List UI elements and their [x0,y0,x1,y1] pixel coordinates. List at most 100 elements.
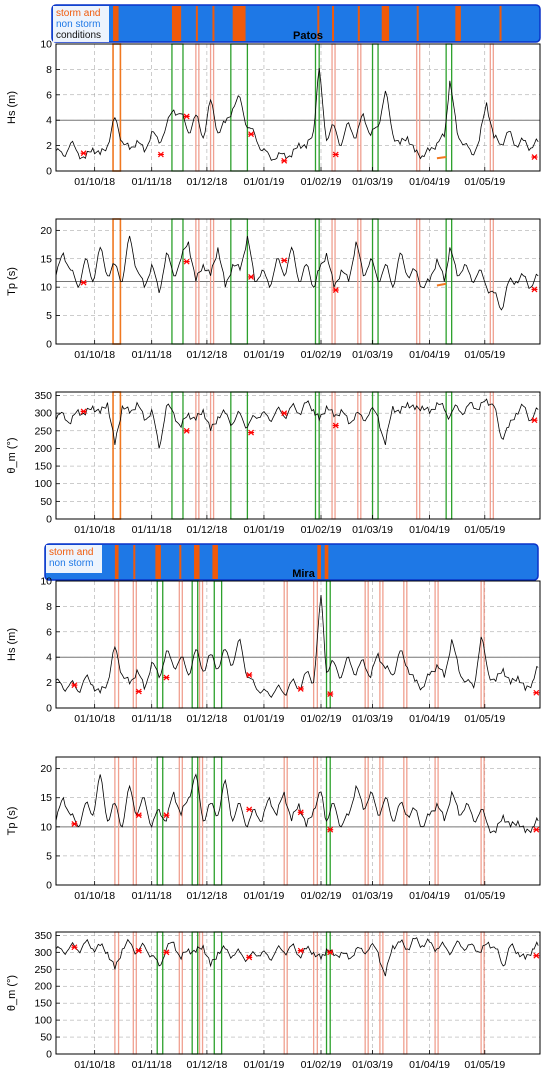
legend-entry: storm and [56,8,100,19]
red-marker [533,689,540,696]
axes-frame [55,391,541,520]
storm-period-block [114,545,119,579]
x-tick-label: 01/10/18 [74,1059,115,1071]
x-tick-label: 01/04/19 [409,890,450,902]
storm-period-block [113,6,119,41]
y-tick-label: 150 [34,461,52,473]
red-marker [80,408,87,415]
legend-entry: storm and [49,547,93,558]
x-tick-label: 01/04/19 [409,524,450,536]
y-axis-label: Tp (s) [6,807,18,836]
y-tick-label: 20 [40,225,52,237]
chart-panel: 0 5 10 15 20 01/10/18 01/11/18 01/12/18 01/01/19… [6,756,541,902]
legend-box [53,6,109,42]
y-axis-label: Hs (m) [6,91,18,124]
x-tick-label: 01/12/18 [186,1059,227,1071]
series-line [55,398,539,449]
red-marker [533,826,540,833]
y-tick-label: 8 [46,64,52,76]
x-tick-label: 01/05/19 [464,524,505,536]
x-tick-label: 01/03/19 [352,524,393,536]
y-tick-label: 4 [46,115,52,127]
red-marker [248,131,255,138]
x-tick-label: 01/11/18 [132,1059,172,1071]
red-marker [71,820,78,827]
red-marker [246,672,253,678]
y-axis-label: θ_m (°) [6,437,18,473]
x-tick-label: 01/03/19 [352,713,393,725]
y-tick-label: 10 [40,821,52,833]
legend-box [46,545,102,573]
x-tick-label: 01/01/19 [244,176,285,188]
y-tick-label: 10 [40,282,52,294]
red-marker [248,274,255,280]
storm-period-block [455,6,461,41]
y-tick-label: 50 [40,1032,52,1044]
y-tick-label: 5 [46,850,52,862]
x-tick-label: 01/02/19 [301,176,342,188]
y-tick-label: 250 [34,964,52,976]
storm-period-block [357,6,360,41]
x-tick-label: 01/02/19 [301,1059,342,1071]
site-title: Patos [293,30,323,42]
red-marker [297,686,304,692]
chart-panel: 0 5 10 15 20 01/10/18 01/11/18 01/12/18 01/01/19… [6,218,541,361]
x-tick-label: 01/02/19 [301,713,342,725]
x-tick-label: 01/01/19 [244,713,285,725]
red-marker [248,429,255,436]
x-tick-label: 01/04/19 [409,713,450,725]
y-tick-label: 15 [40,792,52,804]
x-tick-label: 01/05/19 [464,1059,505,1071]
y-tick-label: 15 [40,253,52,265]
y-tick-label: 150 [34,998,52,1010]
red-marker [71,682,78,689]
site-title: Mira [292,568,316,580]
red-marker [327,826,334,833]
x-tick-label: 01/02/19 [301,890,342,902]
storm-period-block [317,545,322,579]
x-tick-label: 01/10/18 [74,349,115,361]
red-marker [183,427,190,434]
y-tick-label: 100 [34,1015,52,1027]
storm-period-block [133,545,136,579]
chart-panel: 0 2 4 6 8 10 01/10/18 01/11/18 01/12/18 01/01/19 0… [6,39,541,188]
storm-period-block [499,6,502,41]
chart-panel: 0 2 4 6 8 10 01/10/18 01/11/18 01/12/18 01/01/19 0… [6,576,541,725]
red-marker [297,947,304,954]
y-tick-label: 250 [34,425,52,437]
storm-period-block [195,6,198,41]
x-tick-label: 01/05/19 [464,890,505,902]
x-tick-label: 01/10/18 [74,176,115,188]
x-tick-label: 01/12/18 [186,524,227,536]
x-tick-label: 01/03/19 [352,1059,393,1071]
red-marker [157,151,164,158]
storm-period-block [324,545,329,579]
y-tick-label: 5 [46,310,52,322]
red-marker [163,949,170,956]
red-marker [135,812,142,819]
axes-frame [55,218,541,345]
red-marker [80,150,87,157]
y-tick-label: 20 [40,763,52,775]
storm-period-block [317,6,320,41]
storm-period-block [416,6,419,41]
red-marker [135,688,142,695]
red-marker [327,691,334,697]
plot-area [56,44,540,171]
red-marker [297,809,304,816]
axes-frame [55,931,541,1055]
x-tick-label: 01/05/19 [464,176,505,188]
y-tick-label: 6 [46,626,52,638]
red-marker [163,674,170,681]
x-tick-label: 01/01/19 [244,524,285,536]
x-tick-label: 01/11/18 [132,713,172,725]
x-tick-label: 01/02/19 [301,524,342,536]
storm-period-block [381,6,390,41]
x-tick-label: 01/11/18 [132,890,172,902]
red-marker [332,151,339,158]
x-tick-label: 01/04/19 [409,176,450,188]
